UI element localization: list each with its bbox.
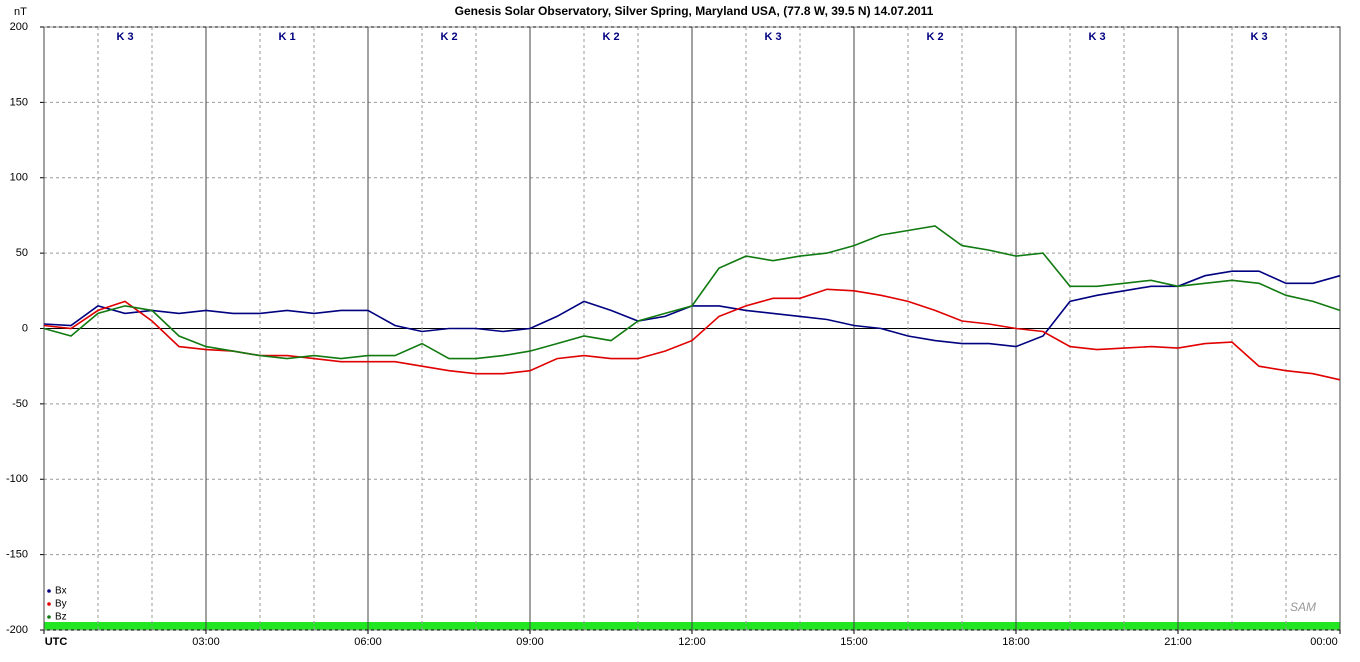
y-tick-label: 50 bbox=[16, 247, 28, 259]
k-index: K 3 bbox=[764, 31, 781, 43]
y-tick-label: 100 bbox=[10, 172, 28, 184]
legend-marker bbox=[47, 589, 51, 593]
k-index: K 3 bbox=[1250, 31, 1267, 43]
k-index: K 2 bbox=[602, 31, 619, 43]
y-tick-label: 150 bbox=[10, 96, 28, 108]
x-tick-label: UTC bbox=[45, 636, 68, 648]
x-tick-label: 03:00 bbox=[192, 636, 220, 648]
x-tick-label: 18:00 bbox=[1002, 636, 1030, 648]
y-tick-label: -150 bbox=[6, 549, 28, 561]
y-tick-label: -50 bbox=[12, 398, 28, 410]
y-tick-label: 200 bbox=[10, 21, 28, 33]
x-tick-label: 00:00 bbox=[1310, 636, 1338, 648]
legend-label: By bbox=[55, 599, 67, 610]
legend-marker bbox=[47, 615, 51, 619]
chart-title: Genesis Solar Observatory, Silver Spring… bbox=[455, 4, 934, 18]
x-tick-label: 15:00 bbox=[840, 636, 868, 648]
x-tick-label: 12:00 bbox=[678, 636, 706, 648]
x-tick-label: 21:00 bbox=[1164, 636, 1192, 648]
y-tick-label: -100 bbox=[6, 473, 28, 485]
legend-marker bbox=[47, 602, 51, 606]
y-axis-label: nT bbox=[14, 6, 27, 18]
k-index: K 3 bbox=[1088, 31, 1105, 43]
k-index: K 3 bbox=[116, 31, 133, 43]
k-index: K 1 bbox=[278, 31, 295, 43]
series-line bbox=[43, 225, 1341, 360]
x-tick-label: 09:00 bbox=[516, 636, 544, 648]
x-tick-label: 06:00 bbox=[354, 636, 382, 648]
k-index: K 2 bbox=[926, 31, 943, 43]
k-index: K 2 bbox=[440, 31, 457, 43]
y-tick-label: -200 bbox=[6, 624, 28, 636]
legend-label: Bx bbox=[55, 586, 67, 597]
legend-label: Bz bbox=[55, 612, 67, 623]
logo: SAM bbox=[1290, 600, 1316, 614]
y-tick-label: 0 bbox=[22, 322, 28, 334]
